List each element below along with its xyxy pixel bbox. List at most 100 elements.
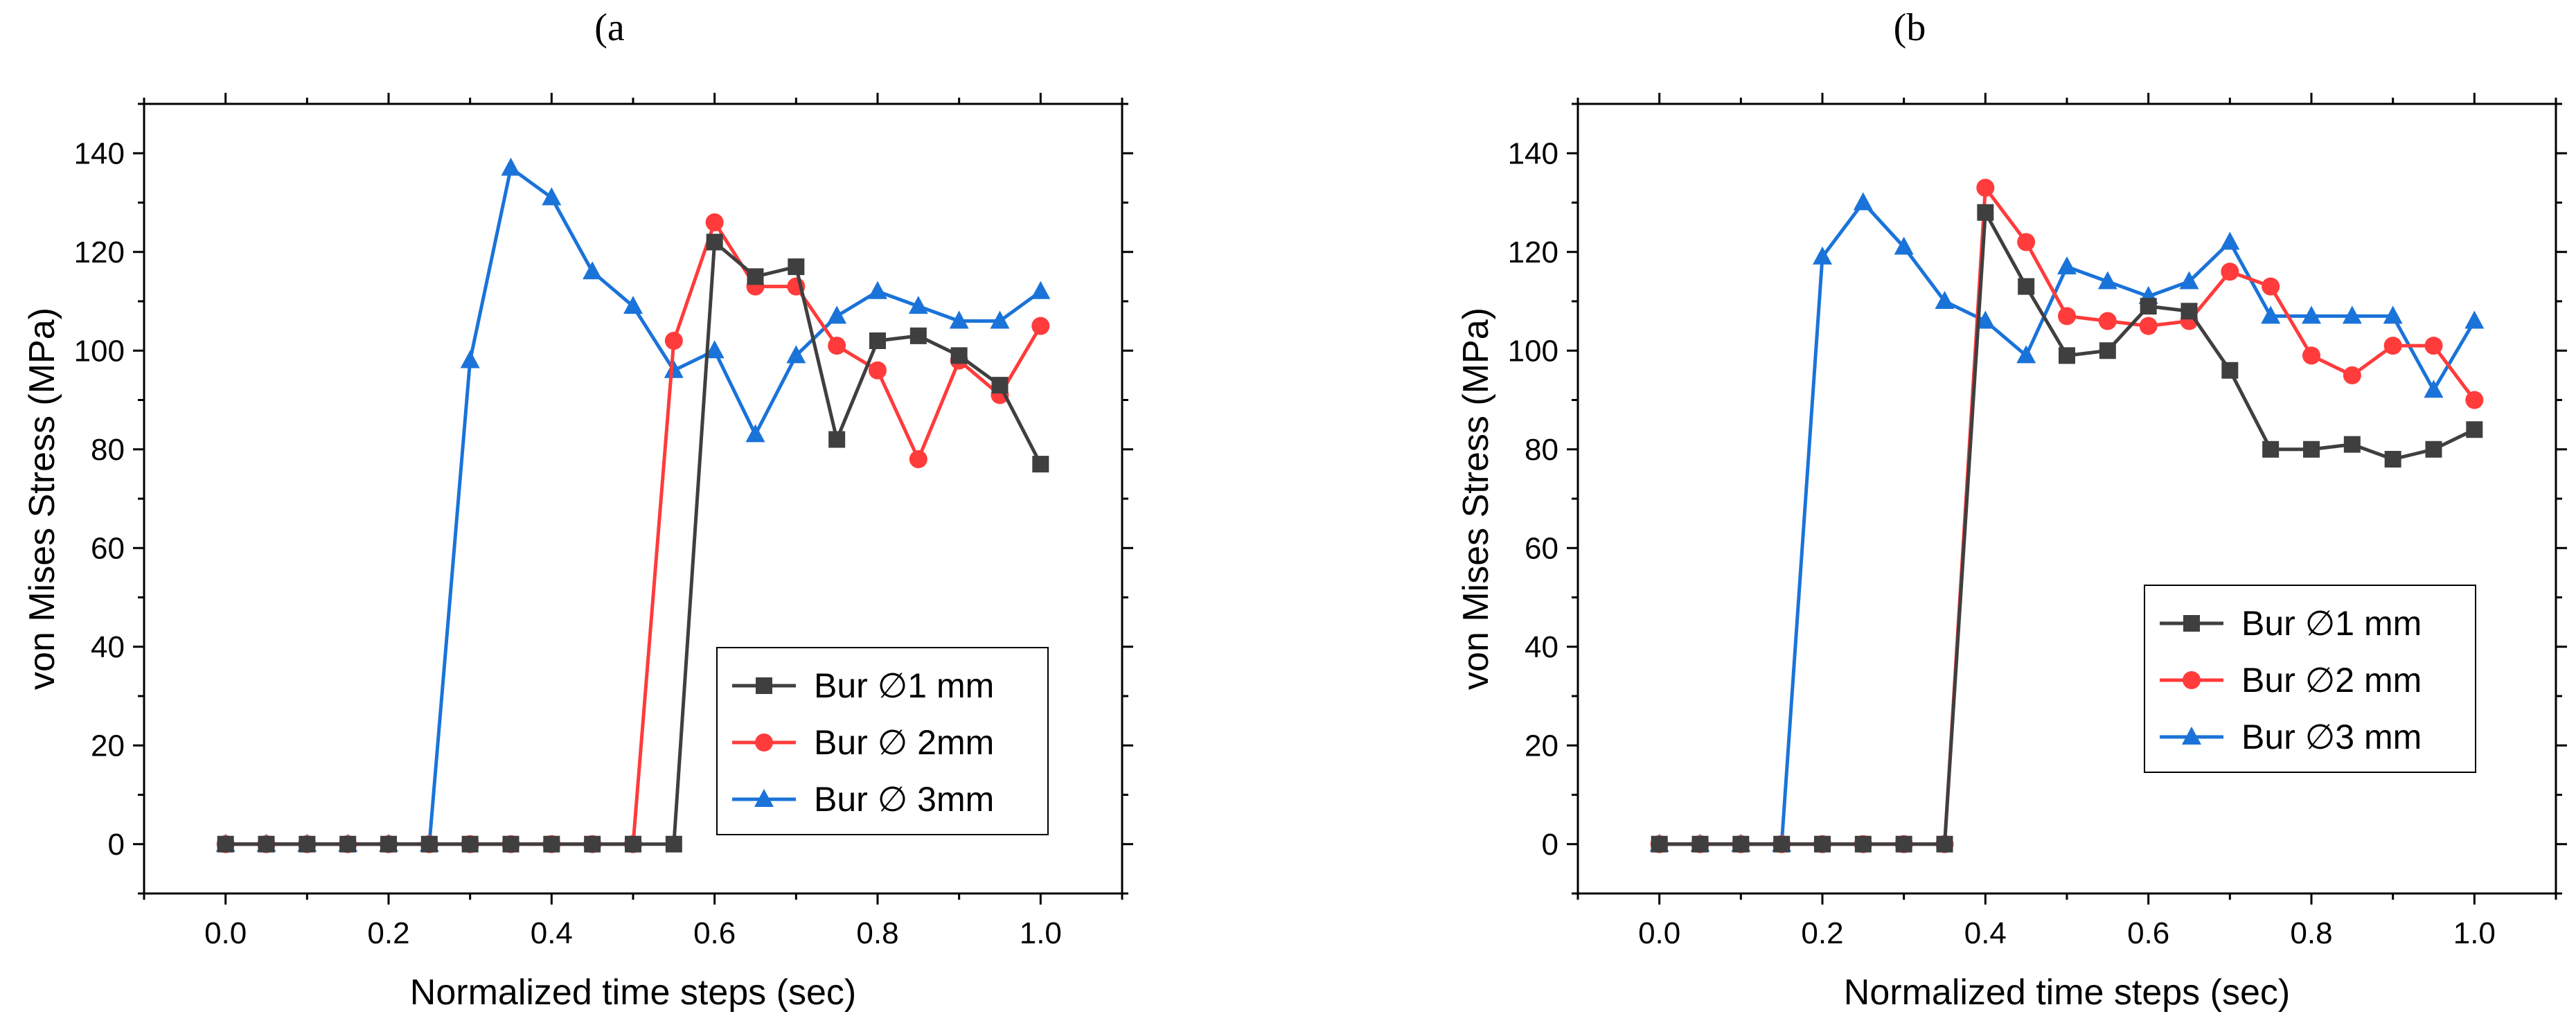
chart-a-series-1-point (869, 332, 886, 349)
chart-b-series-2-point (2221, 263, 2239, 281)
chart-b-series-3-point (1935, 291, 1955, 309)
chart-a-series-1-point (625, 835, 641, 853)
chart-b-series-3-point (1894, 236, 1914, 255)
chart-b-series-1-point (1691, 835, 1709, 853)
chart-a-series-3-point (908, 296, 928, 314)
chart-b-series-1-point (2303, 441, 2320, 458)
chart-b-series-2-point (2465, 391, 2484, 409)
chart-b-plot-frame (1576, 103, 2557, 895)
chart-a-series-1-point (299, 835, 316, 853)
chart-b-y-tick-label: 80 (1525, 433, 1558, 467)
chart-b-series-3-point (2342, 305, 2362, 324)
chart-b-y-tick-label: 0 (1542, 828, 1558, 862)
chart-a-x-tick-label: 0.2 (367, 916, 409, 950)
chart-b-y-tick-label: 140 (1508, 136, 1558, 170)
chart-b-series-3-point (2220, 231, 2240, 250)
chart-b-series-2-point (2017, 233, 2036, 251)
chart-a-series-1-point (788, 258, 805, 276)
chart-b-series-2-point (2424, 337, 2443, 355)
chart-a-legend: Bur ∅1 mm Bur ∅ 2mm Bur ∅ 3mm (716, 647, 1049, 835)
chart-b-series-2-point (2098, 312, 2117, 330)
chart-a-series-3-point (827, 305, 847, 324)
chart-b-series-1-point (1895, 835, 1912, 853)
chart-b-series-2-point (2139, 317, 2158, 335)
chart-b-series-3-point (1975, 310, 1996, 329)
chart-a-series-1-point (543, 835, 560, 853)
chart-a-series-1-point (584, 835, 601, 853)
chart-a-series-2-point (664, 332, 683, 350)
chart-a-legend-marker (755, 733, 773, 751)
chart-a-series-3-point (664, 359, 684, 378)
chart-b-series-1-point (2059, 347, 2075, 364)
panel-label-b: (b (1894, 6, 1926, 49)
chart-a-y-axis-title: von Mises Stress (MPa) (22, 308, 62, 690)
chart-b-series-1-point (2343, 436, 2361, 453)
chart-b-series-1-point (1773, 835, 1791, 853)
chart-a-y-tick-label: 80 (91, 433, 125, 467)
chart-b-series-1-point (1977, 204, 1994, 221)
chart-a-series-1-point (706, 233, 723, 251)
chart-b-series-1-point (2221, 362, 2239, 379)
chart-b-series-1-point (2018, 278, 2035, 295)
chart-b-series-1-point (2180, 303, 2198, 320)
chart-b-series-1-point (2140, 298, 2157, 315)
chart-a-series-3-point (786, 345, 806, 364)
chart-b-y-axis-title: von Mises Stress (MPa) (1456, 308, 1496, 690)
chart-a-series-1-point (828, 431, 846, 448)
chart-a-series-3-point (501, 157, 521, 176)
chart-a-series-3-point (1031, 281, 1051, 299)
chart-a-series-3-point (949, 310, 969, 329)
chart-a-series-1-point (380, 835, 397, 853)
chart-b-series-3-point (2464, 310, 2485, 329)
chart-a-series-3-point (990, 310, 1010, 329)
chart-a-series-1-point (420, 835, 438, 853)
chart-b-x-tick-label: 0.6 (2127, 916, 2169, 950)
chart-b-series-2-point (2302, 346, 2320, 365)
chart-a-y-tick-label: 0 (108, 828, 125, 862)
chart-b-series-2-point (2383, 337, 2402, 355)
chart-b-series-2-point (2343, 366, 2361, 384)
chart-b-x-tick-label: 0.4 (1964, 916, 2007, 950)
chart-a-x-tick-label: 0.0 (204, 916, 247, 950)
chart-a-series-1-point (991, 377, 1009, 394)
chart-b-x-tick-label: 0.2 (1801, 916, 1843, 950)
chart-a-series-3-point (704, 340, 725, 359)
chart-b-y-tick-label: 60 (1525, 531, 1558, 565)
chart-b-legend: Bur ∅1 mm Bur ∅2 mm Bur ∅3 mm (2144, 585, 2476, 773)
chart-b-series-1-point (2466, 421, 2483, 438)
chart-a-series-3-point (460, 350, 480, 368)
chart-b-series-1-point (1651, 835, 1668, 853)
chart-b-series-3-point (2016, 345, 2036, 364)
chart-b-legend-marker (2183, 615, 2200, 632)
chart-b-series-1-point (1732, 835, 1750, 853)
chart-b-series-3-point (2179, 271, 2199, 290)
chart-b-legend-marker (2182, 727, 2201, 745)
chart-b-series-3-point (1853, 192, 1873, 211)
chart-a-series-1-point (461, 835, 479, 853)
chart-b-series-3-point (2383, 305, 2403, 324)
chart-a-x-tick-label: 0.8 (856, 916, 898, 950)
chart-a-y-tick-label: 40 (91, 630, 125, 664)
chart-a-series-2-point (1031, 317, 1050, 335)
chart-b-x-tick-label: 0.8 (2290, 916, 2332, 950)
chart-a-series-2-point (909, 450, 927, 468)
chart-a-x-tick-label: 0.6 (693, 916, 736, 950)
chart-b-legend-label: Bur ∅1 mm (2241, 604, 2422, 643)
chart-a-series-1-point (258, 835, 275, 853)
chart-b-series-1-point (1854, 835, 1872, 853)
chart-b: 0.0 0.2 0.4 0.6 0.8 1.0 0 20 40 60 80 100 120 140 Norm… (1456, 93, 2567, 1013)
chart-b-series-2-point (2262, 277, 2280, 296)
chart-a-y-tick-label: 140 (74, 136, 125, 170)
chart-a-series-1-point (909, 327, 927, 344)
chart-b-series-1-point (2384, 451, 2401, 468)
chart-a-series-3-point (745, 424, 765, 443)
chart-b-series-1-point (1814, 835, 1831, 853)
chart-a-series-2-point (828, 337, 846, 355)
chart-b-series-3-point (2424, 380, 2444, 398)
chart-b-series-1 (1651, 204, 2483, 853)
chart-a-series-1-point (1032, 456, 1049, 473)
chart-a-series-1-point (339, 835, 357, 853)
chart-a-legend-label: Bur ∅1 mm (814, 666, 994, 705)
chart-a-series-3-point (542, 187, 562, 206)
